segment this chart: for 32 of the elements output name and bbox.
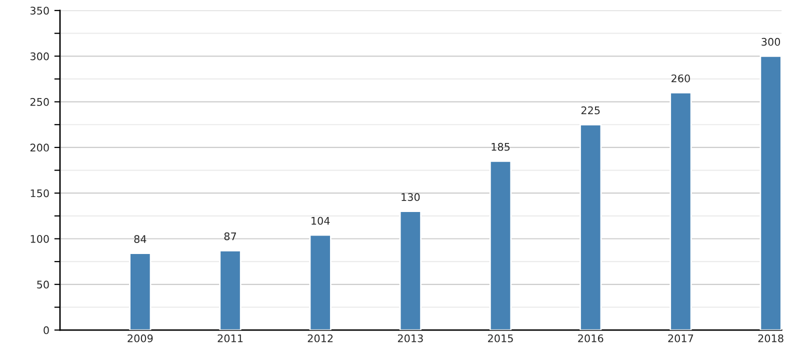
y-tick-label: 350 (30, 6, 49, 15)
bar (129, 252, 152, 330)
bar (580, 124, 602, 330)
x-tick-label: 2016 (578, 334, 604, 342)
bar (399, 210, 422, 330)
y-tick-label: 300 (30, 52, 49, 60)
y-tick-label: 100 (30, 234, 49, 243)
data-label: 300 (762, 38, 780, 46)
y-tick-label: 150 (30, 189, 49, 198)
x-tick-label: 2009 (128, 334, 153, 342)
bar (489, 160, 512, 330)
bar (670, 92, 692, 330)
data-label: 130 (402, 193, 420, 202)
y-tick-label: 250 (30, 98, 49, 106)
data-label: 260 (672, 74, 690, 82)
x-tick-label: 2015 (488, 334, 513, 342)
data-label: 104 (312, 216, 330, 225)
bar (760, 55, 782, 330)
y-tick-label: 200 (30, 144, 49, 152)
y-tick-label: 0 (44, 326, 49, 334)
data-label: 87 (224, 232, 236, 240)
data-label: 185 (492, 142, 510, 151)
x-tick-label: 2018 (758, 334, 784, 342)
data-label: 84 (134, 235, 146, 244)
x-tick-label: 2012 (308, 334, 333, 342)
data-label: 225 (581, 106, 600, 114)
bar (219, 250, 242, 330)
x-tick-label: 2011 (218, 334, 243, 342)
bar (309, 234, 332, 330)
x-tick-label: 2013 (398, 334, 423, 342)
x-tick-label: 2017 (668, 334, 694, 342)
y-tick-label: 50 (37, 280, 49, 289)
